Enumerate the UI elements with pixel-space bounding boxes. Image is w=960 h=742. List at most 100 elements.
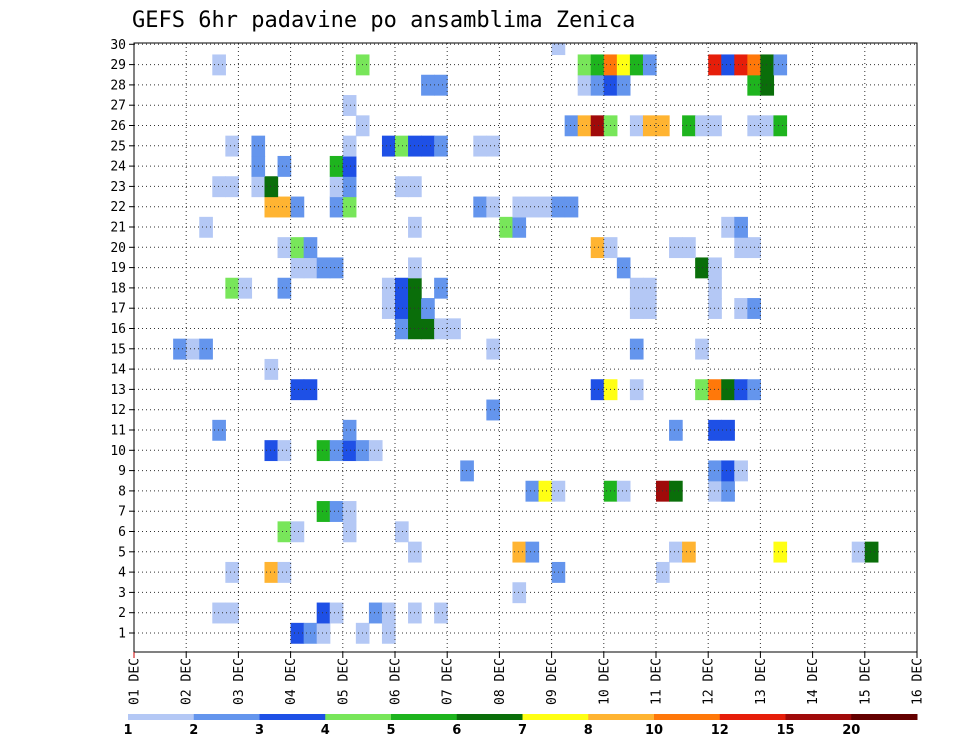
precip-cell [564, 115, 579, 137]
precip-cell [708, 257, 722, 279]
precip-cell [708, 54, 722, 76]
precip-cell [225, 602, 239, 624]
precip-cell [708, 460, 722, 482]
x-tick-label: 15 DEC [858, 658, 873, 705]
y-tick-label: 17 [110, 302, 126, 317]
precip-cell [264, 196, 279, 218]
precip-cell [734, 54, 748, 76]
precip-cell [642, 277, 657, 299]
x-tick-label: 16 DEC [911, 658, 926, 705]
precip-cell [277, 521, 292, 543]
precip-cell [186, 338, 200, 360]
precip-cell [290, 196, 305, 218]
precip-cell [760, 54, 775, 76]
colorbar-swatch [785, 714, 852, 720]
colorbar-legend: 1 2 3 4 5 6 7 8 10 12 15 20 [123, 714, 918, 738]
precip-cell [277, 561, 292, 583]
precip-cell [512, 216, 527, 238]
precip-cell [734, 216, 748, 238]
precip-cell [682, 541, 696, 563]
precip-cell [629, 298, 644, 319]
x-tick-label: 10 DEC [597, 658, 612, 705]
precip-cell [760, 115, 775, 137]
y-tick-label: 1 [118, 627, 126, 642]
precip-cell [290, 257, 305, 279]
precip-cell [512, 196, 527, 218]
y-tick-label: 5 [118, 545, 126, 560]
precip-cell [616, 257, 631, 279]
precip-cell [225, 176, 239, 198]
precip-cell [381, 622, 396, 644]
precip-cell [486, 338, 500, 360]
y-tick-label: 15 [110, 342, 126, 357]
cells-layer [173, 43, 879, 644]
y-tick-label: 26 [110, 119, 126, 134]
x-tick-label: 14 DEC [806, 658, 821, 705]
x-tick-label: 06 DEC [389, 658, 404, 705]
y-tick-label: 16 [110, 322, 126, 337]
colorbar-label: 20 [842, 723, 860, 738]
precip-cell [669, 237, 683, 259]
precip-cell [434, 602, 448, 624]
precip-cell [642, 115, 657, 137]
precip-cell [395, 318, 409, 340]
precip-cell [629, 379, 644, 401]
x-axis: 01 DEC 02 DEC 03 DEC 04 DEC 05 DEC 06 DEC 07 D… [128, 652, 926, 705]
precip-cell [173, 338, 187, 360]
x-tick-label: 05 DEC [336, 658, 351, 705]
x-tick-label: 13 DEC [754, 658, 769, 705]
y-tick-label: 30 [110, 38, 126, 53]
y-tick-label: 10 [110, 444, 126, 459]
precip-cell [721, 419, 735, 441]
precip-cell [212, 602, 226, 624]
precip-cell [421, 318, 435, 340]
y-tick-label: 22 [110, 200, 126, 215]
precip-cell [708, 277, 722, 299]
precip-cell [264, 358, 279, 380]
y-tick-label: 18 [110, 281, 126, 296]
plot-frame [133, 42, 918, 653]
precip-cell [695, 338, 709, 360]
precip-cell [290, 237, 305, 259]
precip-cell [616, 480, 631, 502]
precip-cell [773, 115, 788, 137]
precip-cell [642, 54, 657, 76]
colorbar-label: 4 [321, 723, 330, 738]
precip-cell [577, 74, 592, 96]
precip-cell [721, 54, 735, 76]
precip-cell [551, 43, 566, 56]
y-tick-label: 2 [118, 606, 126, 621]
precip-cell [381, 602, 396, 624]
precip-cell [434, 277, 448, 299]
precip-cell [329, 196, 344, 218]
precip-cell [695, 115, 709, 137]
precip-cell [381, 135, 396, 157]
colorbar-swatch [456, 714, 523, 720]
y-tick-label: 23 [110, 180, 126, 195]
precip-cell [329, 155, 344, 177]
precip-cell [290, 622, 305, 644]
precip-cell [342, 135, 357, 157]
precip-cell [708, 480, 722, 502]
precip-cell [342, 176, 357, 198]
precip-cell [316, 602, 331, 624]
precip-cell [773, 54, 788, 76]
colorbar-label: 10 [645, 723, 663, 738]
y-tick-label: 28 [110, 78, 126, 93]
y-tick-label: 11 [110, 424, 126, 439]
precip-cell [342, 501, 357, 522]
precip-cell [329, 176, 344, 198]
colorbar-swatch [325, 714, 392, 720]
precip-cell [264, 561, 279, 583]
precip-cell [721, 216, 735, 238]
precip-cell [629, 338, 644, 360]
precip-cell [316, 622, 331, 644]
precip-cell [616, 54, 631, 76]
y-tick-label: 21 [110, 221, 126, 236]
precip-cell [708, 419, 722, 441]
precip-cell [590, 74, 605, 96]
y-tick-label: 14 [110, 363, 126, 378]
precip-cell [864, 541, 879, 563]
precip-cell [708, 379, 722, 401]
colorbar-swatch [391, 714, 458, 720]
